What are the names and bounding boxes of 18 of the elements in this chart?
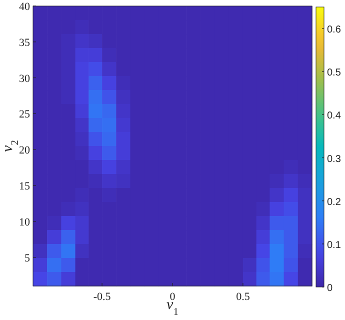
y-tick-label: 30: [19, 72, 30, 85]
color-bar-label: 0.1: [327, 240, 342, 251]
y-tick-label: 20: [19, 144, 30, 157]
color-bar-label: 0.3: [327, 154, 342, 165]
y-tick-label: 5: [24, 252, 30, 264]
y-tick-label: 25: [19, 108, 30, 121]
x-tick-label: 0.5: [236, 291, 250, 303]
color-bar-label: 0.5: [327, 68, 342, 79]
y-tick-label: 15: [19, 180, 30, 192]
y-tick-label: 35: [19, 36, 30, 49]
color-bar-label: 0.2: [327, 196, 342, 208]
color-bar-label: 0.4: [327, 110, 342, 122]
x-tick-label: -0.5: [93, 291, 112, 303]
color-bar-label: 0.6: [327, 24, 342, 36]
y-tick-label: 10: [19, 216, 30, 228]
y-tick-label: 40: [19, 1, 30, 13]
color-bar-label: 0: [327, 283, 333, 294]
x-tick-label: 0: [170, 291, 176, 303]
